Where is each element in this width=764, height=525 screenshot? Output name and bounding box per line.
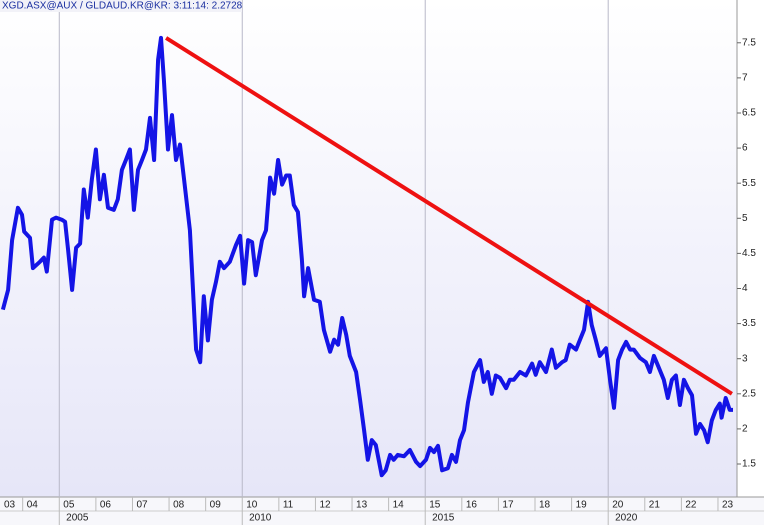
y-tick-label: 7 [742, 73, 748, 84]
line [0, 35, 733, 478]
y-tick-label: 4 [742, 283, 748, 294]
x-tick-label: 03 [4, 500, 16, 511]
x-tick-label: 04 [27, 500, 39, 511]
chart-title: XGD.ASX@AUX / GLDAUD.KR@KR: 3:11:14: 2.2… [2, 1, 243, 12]
x-tick-label: 21 [649, 500, 661, 511]
x-major-tick-label: 2015 [432, 513, 455, 524]
y-tick-label: 6.5 [742, 108, 756, 119]
x-tick-label: 17 [502, 500, 514, 511]
x-tick-label: 06 [100, 500, 112, 511]
title-bg [0, 0, 242, 12]
y-tick-label: 3 [742, 353, 748, 364]
y-tick-label: 2.5 [742, 388, 756, 399]
x-tick-label: 12 [319, 500, 331, 511]
y-tick-label: 4.5 [742, 248, 756, 259]
x-tick-label: 14 [393, 500, 405, 511]
y-tick-label: 2 [742, 424, 748, 435]
x-tick-label: 18 [539, 500, 551, 511]
x-tick-label: 16 [466, 500, 478, 511]
x-major-tick-label: 2005 [66, 513, 89, 524]
x-tick-label: 19 [576, 500, 588, 511]
y-tick-label: 1.5 [742, 459, 756, 470]
trend-line [165, 36, 733, 396]
x-tick-label: 10 [246, 500, 258, 511]
y-tick-label: 5 [742, 213, 748, 224]
y-tick-label: 7.5 [742, 37, 756, 48]
x-tick-label: 13 [356, 500, 368, 511]
x-tick-label: 15 [429, 500, 441, 511]
x-tick-label: 05 [63, 500, 75, 511]
x-major-tick-label: 2010 [249, 513, 272, 524]
x-tick-label: 11 [283, 500, 294, 511]
plot-area [0, 0, 737, 497]
x-tick-label: 09 [210, 500, 222, 511]
y-tick-label: 5.5 [742, 178, 756, 189]
x-tick-label: 07 [136, 500, 148, 511]
x-tick-label: 23 [722, 500, 734, 511]
x-tick-label: 22 [685, 500, 697, 511]
y-tick-label: 6 [742, 143, 748, 154]
x-tick-label: 20 [612, 500, 624, 511]
y-tick-label: 3.5 [742, 318, 756, 329]
x-tick-label: 08 [173, 500, 185, 511]
x-major-tick-label: 2020 [615, 513, 638, 524]
